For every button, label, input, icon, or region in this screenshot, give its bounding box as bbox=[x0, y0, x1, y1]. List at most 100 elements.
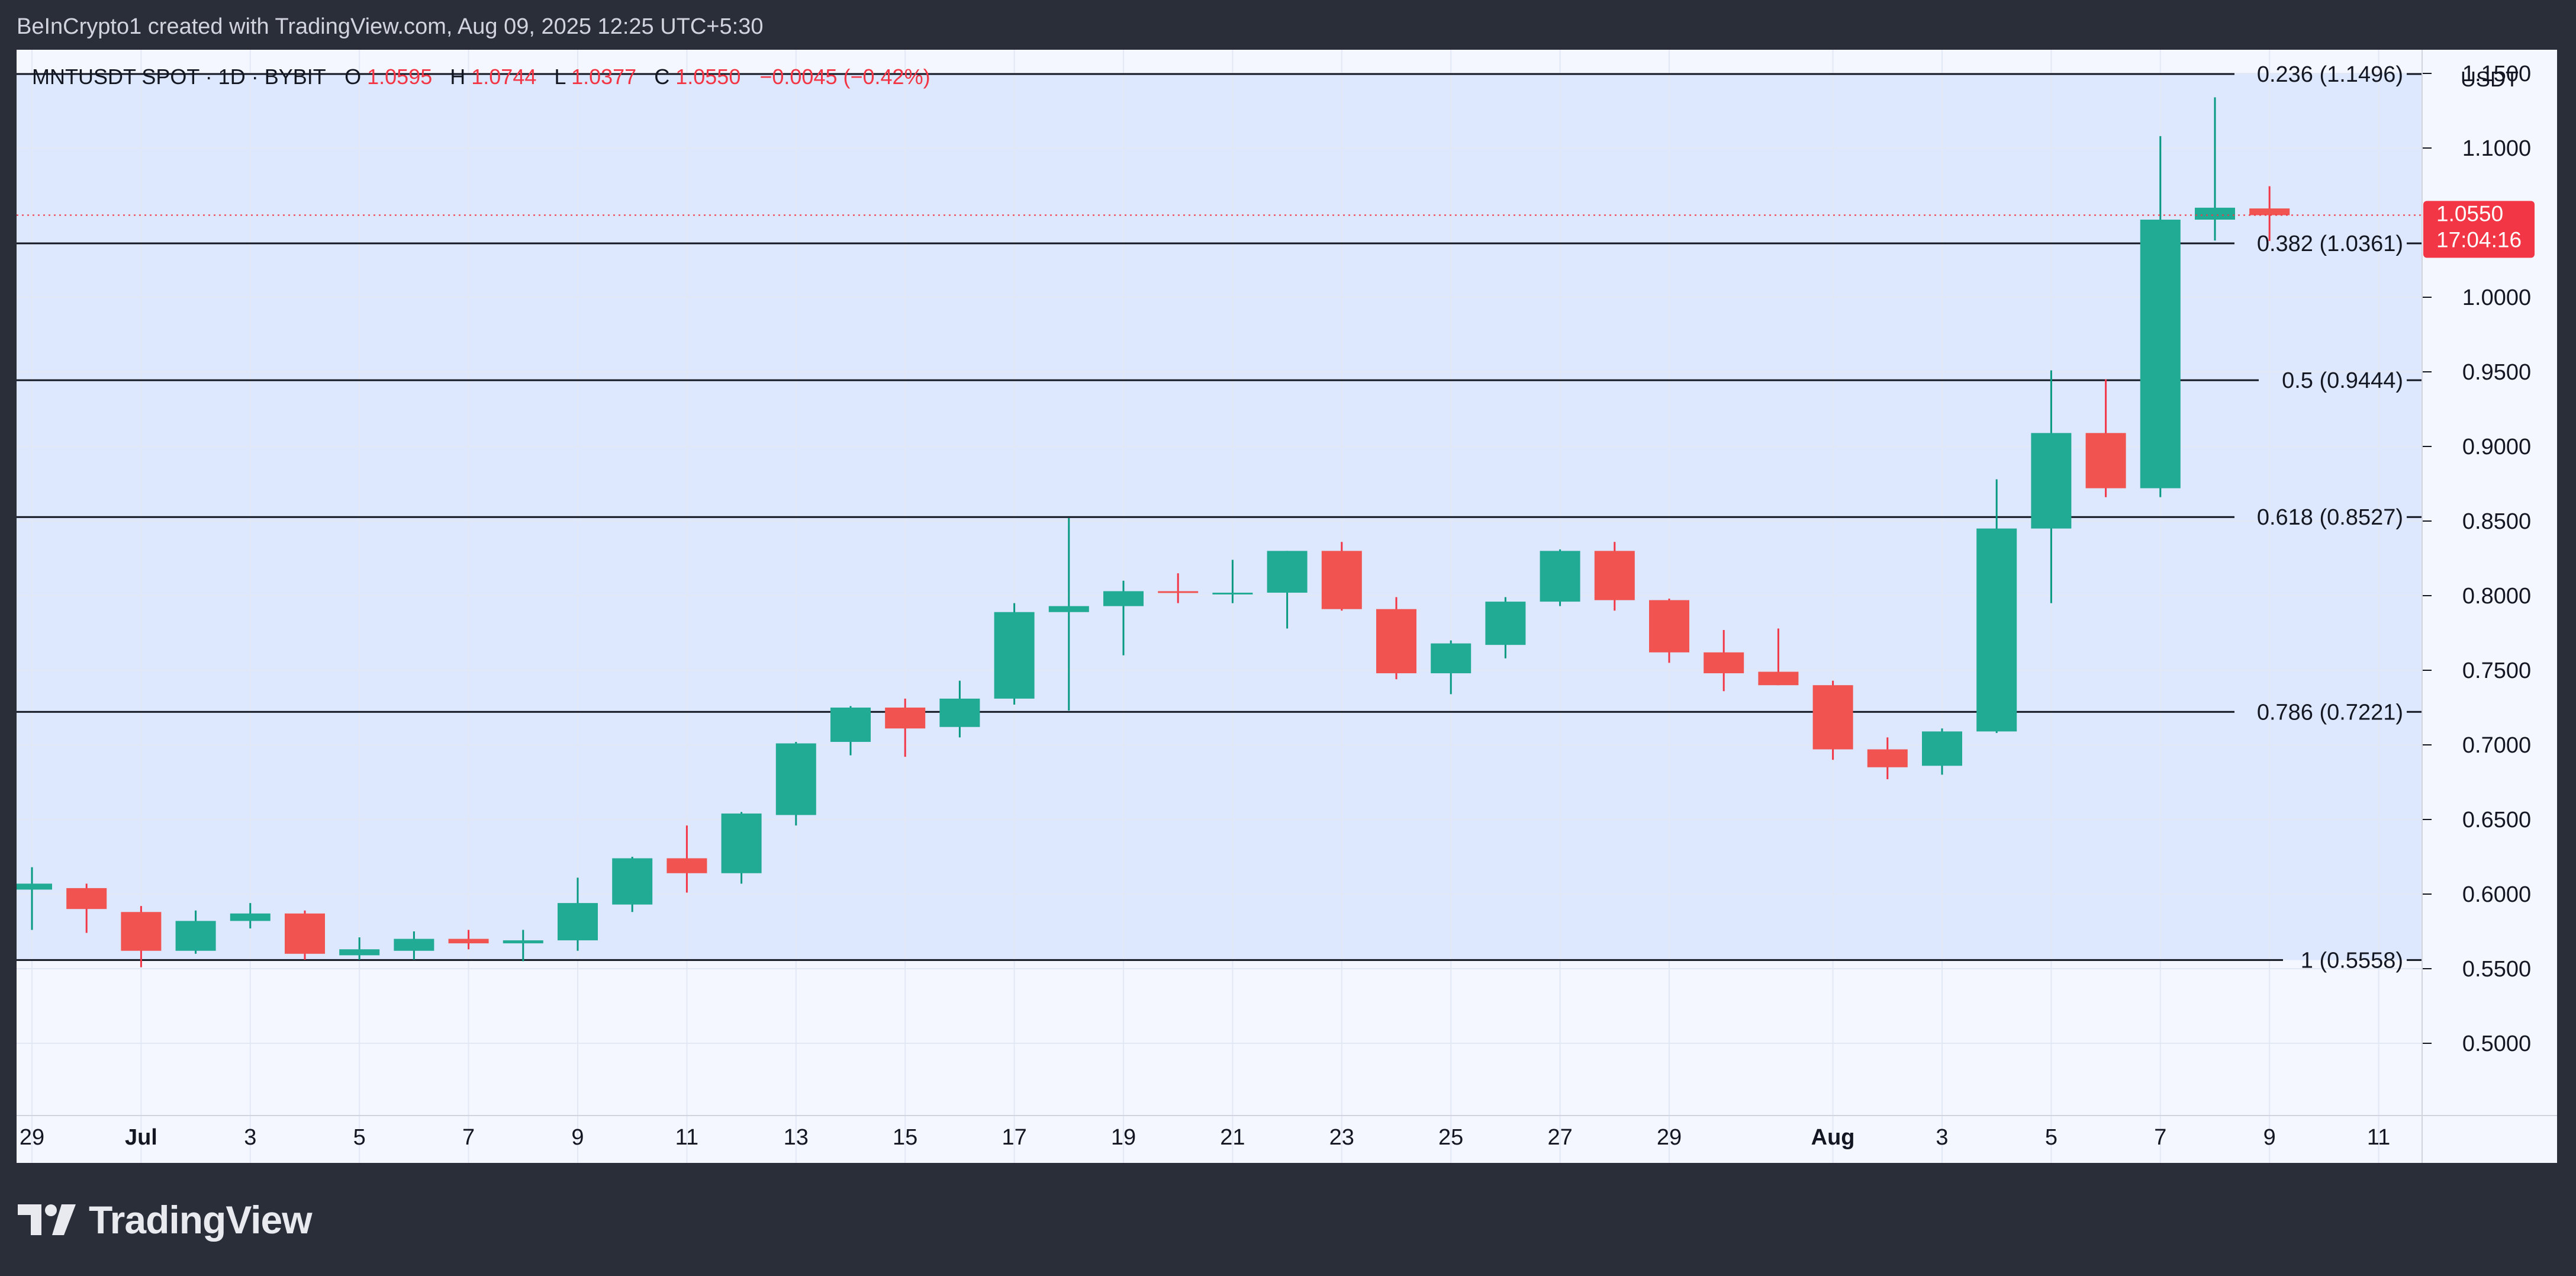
date-tick-label: 19 bbox=[1111, 1125, 1136, 1150]
legend-low-value: 1.0377 bbox=[571, 65, 636, 89]
date-tick-label: 9 bbox=[2263, 1125, 2276, 1150]
candle-body-up bbox=[994, 612, 1035, 699]
date-tick-label: 23 bbox=[1329, 1125, 1354, 1150]
ohlc-legend: MNTUSDT SPOT · 1D · BYBIT O 1.0595 H 1.0… bbox=[32, 65, 930, 89]
candle-body-down bbox=[2085, 433, 2126, 488]
candle-body-down bbox=[1704, 652, 1744, 674]
date-tick-label: 3 bbox=[244, 1125, 256, 1150]
fib-level-label: 0.786 (0.7221) bbox=[2257, 700, 2403, 725]
tradingview-logo-icon bbox=[18, 1204, 76, 1235]
tradingview-wordmark: TradingView bbox=[89, 1198, 313, 1242]
candle-body-up bbox=[612, 858, 653, 905]
fib-level-label: 0.382 (1.0361) bbox=[2257, 232, 2403, 256]
candle-body-up bbox=[721, 813, 762, 873]
candle-body-down bbox=[1649, 600, 1689, 653]
candle-body-up bbox=[1976, 528, 2017, 732]
candle-body-up bbox=[939, 698, 980, 727]
candle-body-up bbox=[2140, 219, 2181, 488]
legend-open-value: 1.0595 bbox=[367, 65, 432, 89]
candle-body-up bbox=[1431, 643, 1471, 674]
date-tick-label: 13 bbox=[784, 1125, 809, 1150]
candles bbox=[17, 97, 2422, 968]
date-tick-label: 5 bbox=[353, 1125, 366, 1150]
date-tick-label: Jul bbox=[125, 1125, 157, 1150]
candle-body-down bbox=[1321, 551, 1362, 609]
candle-body-down bbox=[121, 912, 162, 951]
date-tick-label: 21 bbox=[1220, 1125, 1245, 1150]
fib-level-label: 1 (0.5558) bbox=[2301, 948, 2403, 973]
date-tick-label: 17 bbox=[1002, 1125, 1026, 1150]
price-tick-label: 0.7500 bbox=[2462, 658, 2531, 683]
last-price-badge: 1.0550 17:04:16 bbox=[2423, 201, 2535, 258]
price-axis-unit: USDT bbox=[2461, 67, 2519, 91]
date-tick-label: 11 bbox=[675, 1125, 698, 1150]
candle-body-up bbox=[1103, 591, 1144, 606]
candle-body-up bbox=[2031, 433, 2072, 529]
date-tick-label: 29 bbox=[20, 1125, 44, 1150]
date-tick-label: 9 bbox=[571, 1125, 584, 1150]
legend-close-label: C bbox=[654, 65, 669, 89]
candle-body-up bbox=[230, 913, 271, 921]
price-tick-label: 0.8000 bbox=[2462, 584, 2531, 609]
candle-body-down bbox=[1594, 551, 1635, 600]
candle-body-up bbox=[1212, 592, 1253, 594]
date-tick-label: 7 bbox=[2154, 1125, 2166, 1150]
date-tick-label: 29 bbox=[1657, 1125, 1682, 1150]
date-tick-label: 3 bbox=[1936, 1125, 1948, 1150]
candle-body-down bbox=[666, 858, 707, 873]
candle-body-up bbox=[830, 708, 871, 742]
candle-body-up bbox=[2195, 207, 2235, 220]
tradingview-logo[interactable]: TradingView bbox=[18, 1196, 313, 1243]
candle-body-up bbox=[775, 743, 816, 815]
chart-svg[interactable]: 0.236 (1.1496) 0.382 (1.0361) 0.5 (0.9444)… bbox=[17, 50, 2557, 1163]
price-tick-label: 0.5500 bbox=[2462, 957, 2531, 982]
candle-body-down bbox=[448, 938, 489, 944]
date-tick-label: 5 bbox=[2045, 1125, 2057, 1150]
price-tick-label: 0.7000 bbox=[2462, 733, 2531, 758]
price-tick-label: 0.9000 bbox=[2462, 435, 2531, 459]
date-tick-label: 11 bbox=[2367, 1125, 2390, 1150]
candle-body-down bbox=[1758, 671, 1799, 686]
price-tick-label: 0.6500 bbox=[2462, 808, 2531, 833]
candle-body-down bbox=[2249, 208, 2290, 216]
legend-high-value: 1.0744 bbox=[471, 65, 536, 89]
fib-level-label: 0.5 (0.9444) bbox=[2282, 368, 2403, 393]
price-tick-label: 1.0000 bbox=[2462, 285, 2531, 310]
grid-lines bbox=[17, 50, 2422, 1163]
candle-body-down bbox=[285, 913, 325, 954]
date-tick-label: Aug bbox=[1811, 1125, 1855, 1150]
price-tick-label: 0.6000 bbox=[2462, 882, 2531, 907]
legend-close-value: 1.0550 bbox=[675, 65, 740, 89]
price-tick-label: 0.8500 bbox=[2462, 509, 2531, 534]
attribution-text: BeInCrypto1 created with TradingView.com… bbox=[17, 14, 764, 39]
candle-body-up bbox=[1485, 602, 1526, 645]
date-tick-label: 7 bbox=[462, 1125, 475, 1150]
legend-low-label: L bbox=[554, 65, 565, 89]
bar-countdown: 17:04:16 bbox=[2436, 227, 2522, 252]
candle-body-up bbox=[503, 940, 543, 944]
last-price-value: 1.0550 bbox=[2436, 201, 2503, 226]
candle-body-up bbox=[1540, 551, 1580, 602]
candle-body-up bbox=[17, 883, 52, 890]
candle-body-down bbox=[885, 708, 926, 729]
candle-body-down bbox=[66, 888, 107, 909]
candle-body-up bbox=[1267, 551, 1308, 593]
chart-frame[interactable]: 0.236 (1.1496) 0.382 (1.0361) 0.5 (0.9444)… bbox=[17, 50, 2557, 1163]
date-tick-label: 25 bbox=[1438, 1125, 1463, 1150]
legend-change: −0.0045 (−0.42%) bbox=[759, 65, 930, 89]
candle-body-down bbox=[1158, 591, 1199, 593]
candle-body-up bbox=[394, 938, 434, 951]
axes: 0.5000 0.5500 0.6000 0.6500 0.7000 0.7500 0.80… bbox=[17, 50, 2557, 1163]
price-tick-label: 1.1500 bbox=[2462, 62, 2531, 86]
svg-text:MNTUSDT SPOT · 1D · BYBIT: MNTUSDT SPOT · 1D · BYBIT O 1.0595 H 1.0… bbox=[32, 65, 930, 89]
fib-level-label: 0.236 (1.1496) bbox=[2257, 62, 2403, 87]
candle-body-up bbox=[1922, 731, 1962, 766]
candle-body-down bbox=[1376, 609, 1416, 674]
legend-high-label: H bbox=[450, 65, 465, 89]
price-tick-label: 0.9500 bbox=[2462, 360, 2531, 385]
last-price-badge-bg bbox=[2423, 201, 2535, 258]
candle-body-down bbox=[1812, 685, 1853, 750]
fib-level-label: 0.618 (0.8527) bbox=[2257, 505, 2403, 530]
fib-levels: 0.236 (1.1496) 0.382 (1.0361) 0.5 (0.9444)… bbox=[17, 62, 2422, 973]
date-tick-label: 27 bbox=[1547, 1125, 1572, 1150]
